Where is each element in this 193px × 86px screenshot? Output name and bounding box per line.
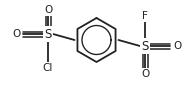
Text: S: S — [44, 28, 52, 41]
Text: Cl: Cl — [43, 63, 53, 73]
Text: O: O — [12, 29, 20, 39]
Text: O: O — [173, 41, 181, 51]
Text: O: O — [44, 5, 52, 15]
Text: O: O — [44, 5, 52, 15]
Text: S: S — [44, 28, 52, 41]
Text: Cl: Cl — [43, 63, 53, 73]
Text: O: O — [141, 69, 149, 79]
Text: O: O — [173, 41, 181, 51]
Text: S: S — [141, 39, 149, 52]
Text: O: O — [12, 29, 20, 39]
Text: F: F — [142, 11, 148, 21]
Text: S: S — [141, 39, 149, 52]
Text: O: O — [141, 69, 149, 79]
Text: F: F — [142, 11, 148, 21]
